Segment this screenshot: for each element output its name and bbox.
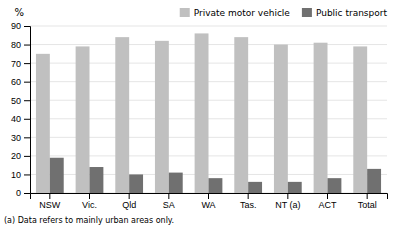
x-tick-label: WA (201, 200, 215, 210)
y-tick-mark (24, 45, 30, 46)
bar (288, 182, 302, 193)
x-tick: NT (a) (275, 193, 300, 210)
bar (248, 182, 262, 193)
y-tick-label: 70 (11, 58, 21, 68)
y-tick-mark (24, 63, 30, 64)
y-tick-label: 10 (11, 170, 21, 180)
legend-swatch (180, 8, 190, 17)
x-axis: NSW Vic. Qld SA WA Tas. NT (a) ACT Total (31, 193, 388, 210)
bar (129, 174, 143, 193)
x-tick-label: SA (163, 200, 175, 210)
legend-item: Private motor vehicle (180, 8, 291, 18)
y-tick-mark (24, 82, 30, 83)
y-tick: 50 (11, 96, 30, 106)
chart: 0 10 20 30 40 50 60 70 80 90 NSW Vic. Qld SA WA Tas. NT … (0, 0, 397, 227)
y-tick-label: 40 (11, 114, 21, 124)
bar (353, 46, 367, 193)
bar (76, 46, 90, 193)
bar (328, 178, 342, 193)
x-tick: Qld (122, 193, 136, 210)
legend-item: Public transport (302, 8, 388, 18)
x-axis-line (31, 194, 388, 200)
y-tick-mark (24, 174, 30, 175)
legend-label: Private motor vehicle (194, 8, 291, 18)
legend-swatch (302, 8, 312, 17)
y-tick: 90 (11, 21, 30, 31)
y-tick: 80 (11, 40, 30, 50)
bar (234, 37, 248, 193)
bars (36, 33, 381, 193)
x-tick-label: Qld (122, 200, 136, 210)
legend: Private motor vehicle Public transport (180, 8, 388, 18)
y-tick-label: 50 (11, 96, 21, 106)
x-tick-mark (287, 193, 288, 199)
grid-line (30, 26, 387, 27)
x-tick-label: Total (358, 200, 377, 210)
x-tick-mark (168, 193, 169, 199)
y-axis-title: % (14, 7, 24, 18)
bar (115, 37, 129, 193)
plot: 0 10 20 30 40 50 60 70 80 90 NSW Vic. Qld SA WA Tas. NT … (11, 21, 388, 210)
x-tick-label: Vic. (82, 200, 97, 210)
x-tick: Vic. (82, 193, 97, 210)
y-tick-mark (24, 193, 30, 194)
grid (30, 26, 387, 193)
bar (314, 43, 328, 193)
x-tick-label: ACT (319, 200, 338, 210)
y-axis: 0 10 20 30 40 50 60 70 80 90 (11, 21, 31, 198)
x-tick-label: Tas. (240, 200, 257, 210)
x-tick: NSW (39, 193, 61, 210)
y-tick: 20 (11, 151, 30, 161)
bar (50, 158, 64, 193)
x-tick: Total (358, 193, 377, 210)
y-tick-mark (24, 100, 30, 101)
bar (209, 178, 223, 193)
x-tick-mark (248, 193, 249, 199)
y-tick: 40 (11, 114, 30, 124)
x-tick-mark (49, 193, 50, 199)
x-tick: ACT (319, 193, 338, 210)
x-tick: SA (163, 193, 175, 210)
bar (90, 167, 104, 193)
x-tick-label: NSW (39, 200, 61, 210)
x-tick-mark (129, 193, 130, 199)
bar (36, 54, 50, 193)
legend-label: Public transport (316, 8, 388, 18)
x-tick-mark (367, 193, 368, 199)
y-tick-label: 60 (11, 77, 21, 87)
x-tick: Tas. (240, 193, 257, 210)
y-tick-mark (24, 156, 30, 157)
y-tick: 70 (11, 58, 30, 68)
y-tick-mark (24, 119, 30, 120)
y-tick-label: 90 (11, 21, 21, 31)
footnote: (a) Data refers to mainly urban areas on… (4, 216, 174, 225)
bar (195, 33, 209, 193)
y-tick-mark (24, 137, 30, 138)
x-tick-mark (208, 193, 209, 199)
y-tick-label: 20 (11, 151, 21, 161)
x-tick-mark (89, 193, 90, 199)
series (36, 33, 367, 193)
bar (367, 169, 381, 193)
y-tick-label: 30 (11, 133, 21, 143)
y-tick: 0 (16, 188, 30, 198)
x-tick-label: NT (a) (275, 200, 300, 210)
y-tick: 30 (11, 133, 30, 143)
y-tick-mark (24, 26, 30, 27)
y-tick-label: 80 (11, 40, 21, 50)
y-tick: 10 (11, 170, 30, 180)
y-tick-label: 0 (16, 188, 21, 198)
y-axis-line (24, 27, 31, 194)
y-tick: 60 (11, 77, 30, 87)
bar (274, 45, 288, 193)
series (50, 158, 381, 193)
bar (155, 41, 169, 193)
x-tick: WA (201, 193, 215, 210)
bar (169, 173, 183, 193)
x-tick-mark (327, 193, 328, 199)
